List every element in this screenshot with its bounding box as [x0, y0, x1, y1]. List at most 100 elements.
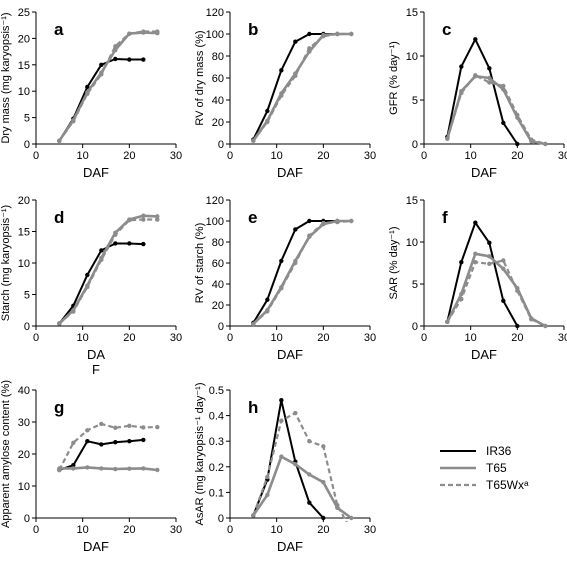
data-point: [487, 75, 492, 81]
data-point: [543, 141, 548, 147]
x-axis-label-line: DAF: [277, 347, 303, 362]
x-tick-label: 10: [271, 332, 283, 344]
x-tick-label: 10: [77, 332, 89, 344]
data-point: [349, 218, 354, 224]
y-tick-label: 10: [18, 86, 30, 98]
series-group: [57, 29, 160, 144]
y-tick-label: 60: [212, 73, 224, 85]
data-point: [473, 259, 478, 265]
data-point: [459, 296, 464, 302]
data-point: [349, 515, 354, 521]
data-point: [307, 233, 312, 238]
data-point: [71, 466, 76, 471]
data-point: [99, 257, 104, 263]
x-tick-label: 30: [170, 524, 182, 536]
data-point: [321, 34, 326, 39]
data-point: [307, 472, 312, 477]
data-point: [473, 73, 478, 78]
data-point: [71, 119, 76, 124]
data-point: [99, 442, 104, 447]
x-tick-label: 20: [317, 332, 329, 344]
data-point: [321, 515, 326, 521]
x-axis-label: DAF: [277, 347, 303, 362]
panel-letter: h: [248, 398, 258, 417]
data-point: [85, 439, 90, 444]
data-point: [335, 219, 340, 225]
series-line-T65: [58, 214, 158, 325]
data-point: [113, 241, 118, 246]
x-tick-label: 0: [33, 150, 39, 162]
x-tick-label: 20: [317, 524, 329, 536]
panel-a: 0 10 20 30 0 5 10 15 20 25 DAF Dry mass (mg karyops…: [0, 7, 182, 180]
y-tick-label: 15: [406, 195, 418, 207]
data-point: [71, 440, 76, 445]
series-group: [57, 421, 160, 473]
y-tick-label: 0: [412, 321, 418, 333]
series-line-T65Wx: [58, 422, 158, 471]
y-tick-label: 80: [212, 237, 224, 249]
y-tick-label: 40: [212, 279, 224, 291]
data-point: [85, 284, 90, 290]
x-tick-label: 10: [271, 150, 283, 162]
y-tick-label: 15: [18, 227, 30, 239]
data-point: [307, 500, 312, 505]
x-axis-label: DAF: [83, 539, 109, 554]
data-point: [127, 423, 132, 429]
series-line-IR36: [446, 221, 519, 327]
data-point: [293, 462, 298, 467]
data-point: [141, 213, 146, 218]
data-point: [293, 410, 298, 416]
panel-g: 0 10 20 30 0 10 20 30 40 DAF Apparent amylose cont…: [0, 380, 182, 554]
x-tick-label: 30: [170, 332, 182, 344]
data-point: [85, 91, 90, 97]
data-point: [487, 254, 492, 259]
panel-f: 0 10 20 30 0 5 10 15 DAF SAR (% day⁻¹) f: [388, 195, 567, 362]
series-line-T65: [58, 31, 158, 142]
data-point: [113, 466, 118, 472]
y-axis-label: SAR (% day⁻¹): [388, 226, 400, 299]
series-line-T65Wx: [252, 411, 348, 522]
y-tick-label: 10: [406, 51, 418, 63]
y-tick-label: 15: [406, 7, 418, 19]
x-tick-label: 0: [421, 332, 427, 344]
series-line-T65Wx: [58, 30, 158, 142]
y-tick-label: 60: [212, 258, 224, 270]
data-point: [127, 217, 132, 223]
x-axis-label-line: DAF: [83, 165, 109, 180]
legend-label: T65Wxᵃ: [486, 478, 529, 492]
panel-letter: a: [54, 20, 64, 39]
x-tick-label: 30: [364, 150, 376, 162]
data-point: [279, 93, 284, 98]
y-tick-label: 5: [412, 95, 418, 107]
x-tick-label: 0: [227, 524, 233, 536]
x-axis-label: DAF: [471, 165, 497, 180]
y-tick-label: 0: [24, 513, 30, 525]
data-point: [515, 112, 520, 118]
x-tick-label: 0: [227, 150, 233, 162]
data-point: [127, 57, 132, 62]
y-tick-label: 0: [218, 513, 224, 525]
series-group: [251, 31, 354, 143]
data-point: [265, 297, 270, 302]
data-point: [515, 288, 520, 293]
data-point: [113, 425, 118, 430]
y-tick-label: 30: [18, 417, 30, 429]
data-point: [99, 62, 104, 67]
data-point: [85, 84, 90, 90]
data-point: [321, 479, 326, 485]
data-point: [487, 240, 492, 246]
y-tick-label: 0: [218, 321, 224, 333]
y-tick-label: 0: [24, 139, 30, 151]
panel-letter: d: [54, 208, 64, 227]
x-tick-label: 30: [364, 524, 376, 536]
data-point: [85, 272, 90, 278]
data-point: [71, 309, 76, 314]
y-tick-label: 80: [212, 51, 224, 63]
data-point: [293, 73, 298, 79]
data-point: [473, 220, 478, 225]
data-point: [113, 232, 118, 237]
data-point: [99, 248, 104, 253]
data-point: [459, 64, 464, 69]
data-point: [459, 90, 464, 96]
data-point: [141, 217, 146, 222]
